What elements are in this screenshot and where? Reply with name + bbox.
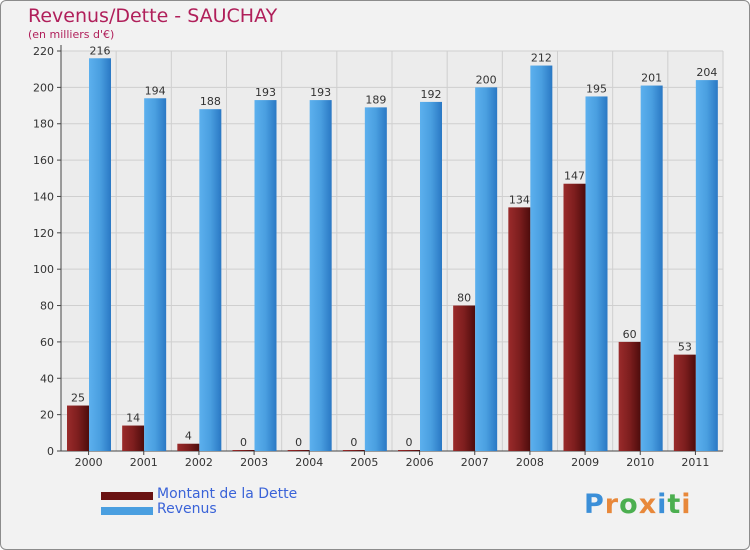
debt-value-label: 0 <box>295 436 302 449</box>
proxiti-logo: Proxiti <box>584 489 692 520</box>
revenue-value-label: 193 <box>255 86 276 99</box>
y-tick-label: 0 <box>47 445 54 458</box>
revenue-bar <box>475 87 498 451</box>
revenue-value-label: 216 <box>90 44 111 57</box>
x-tick-label: 2007 <box>461 456 489 469</box>
x-tick-label: 2002 <box>185 456 213 469</box>
x-tick-label: 2003 <box>240 456 268 469</box>
revenue-value-label: 189 <box>365 93 386 106</box>
legend-label-revenus: Revenus <box>157 501 217 517</box>
y-tick-label: 20 <box>40 409 54 422</box>
revenue-bar <box>89 58 111 451</box>
revenue-value-label: 201 <box>641 72 662 85</box>
debt-bar <box>342 450 365 451</box>
debt-bar <box>618 341 641 451</box>
y-tick-label: 120 <box>33 227 54 240</box>
x-tick-label: 2001 <box>130 456 158 469</box>
logo-letter: r <box>604 489 620 520</box>
revenue-value-label: 200 <box>476 73 497 86</box>
logo-letter: o <box>619 489 639 520</box>
revenue-value-label: 195 <box>586 82 607 95</box>
y-tick-label: 140 <box>33 190 54 203</box>
revenue-bar <box>309 100 332 451</box>
legend-swatch-revenus <box>101 507 153 515</box>
debt-bar <box>67 405 89 451</box>
revenue-bar <box>530 65 553 451</box>
debt-value-label: 25 <box>71 392 85 405</box>
y-tick-label: 60 <box>40 336 54 349</box>
revenue-bar <box>364 107 387 451</box>
revenue-bar <box>199 109 222 451</box>
revenue-value-label: 204 <box>696 66 717 79</box>
y-tick-label: 220 <box>33 45 54 58</box>
debt-value-label: 0 <box>406 436 413 449</box>
legend-label-dette: Montant de la Dette <box>157 486 298 502</box>
y-tick-label: 40 <box>40 372 54 385</box>
bars <box>67 58 718 452</box>
revenue-value-label: 194 <box>145 84 166 97</box>
chart-subtitle: (en milliers d'€) <box>28 28 115 41</box>
debt-bar <box>177 443 200 451</box>
debt-value-label: 4 <box>185 430 192 443</box>
debt-bar <box>232 450 255 451</box>
logo-letter: x <box>638 489 658 520</box>
debt-value-label: 53 <box>678 341 692 354</box>
revenue-bar <box>585 96 608 452</box>
logo-letter: i <box>681 489 692 520</box>
revenue-value-label: 193 <box>310 86 331 99</box>
x-tick-label: 2004 <box>295 456 323 469</box>
debt-value-label: 80 <box>457 292 471 305</box>
x-tick-label: 2011 <box>681 456 709 469</box>
y-tick-label: 100 <box>33 263 54 276</box>
x-tick-label: 2010 <box>626 456 654 469</box>
logo-letter: P <box>584 489 605 520</box>
x-tick-label: 2000 <box>75 456 103 469</box>
debt-bar <box>563 183 586 451</box>
debt-value-label: 60 <box>623 328 637 341</box>
x-tick-label: 2005 <box>350 456 378 469</box>
debt-bar <box>398 450 420 451</box>
x-tick-label: 2006 <box>406 456 434 469</box>
chart-title: Revenus/Dette - SAUCHAY <box>28 5 278 27</box>
debt-value-label: 134 <box>509 193 530 206</box>
revenue-value-label: 192 <box>421 88 442 101</box>
debt-bar <box>673 354 696 451</box>
logo-letter: t <box>667 489 682 520</box>
data-labels: 25 216 14 194 4 188 0 193 0 193 0 189 0 192 80 200 134 21… <box>71 44 717 449</box>
revenue-bar <box>695 80 718 451</box>
revenue-bar <box>144 98 167 451</box>
debt-value-label: 0 <box>350 436 357 449</box>
debt-bar <box>287 450 310 451</box>
y-tick-label: 180 <box>33 118 54 131</box>
y-tick-label: 80 <box>40 300 54 313</box>
revenue-bar <box>254 100 277 451</box>
legend-swatch-dette <box>101 492 153 500</box>
debt-bar <box>453 305 476 451</box>
debt-bar <box>122 425 145 451</box>
y-tick-label: 200 <box>33 81 54 94</box>
logo-letter: i <box>657 489 668 520</box>
revenue-value-label: 212 <box>531 52 552 65</box>
debt-bar <box>508 207 531 451</box>
x-tick-label: 2008 <box>516 456 544 469</box>
debt-value-label: 147 <box>564 170 585 183</box>
revenue-bar <box>640 85 663 451</box>
revenue-value-label: 188 <box>200 95 221 108</box>
x-tick-label: 2009 <box>571 456 599 469</box>
gridlines <box>60 50 724 452</box>
revenue-bar <box>420 101 442 451</box>
debt-value-label: 0 <box>240 436 247 449</box>
y-tick-label: 160 <box>33 154 54 167</box>
debt-value-label: 14 <box>126 412 140 425</box>
